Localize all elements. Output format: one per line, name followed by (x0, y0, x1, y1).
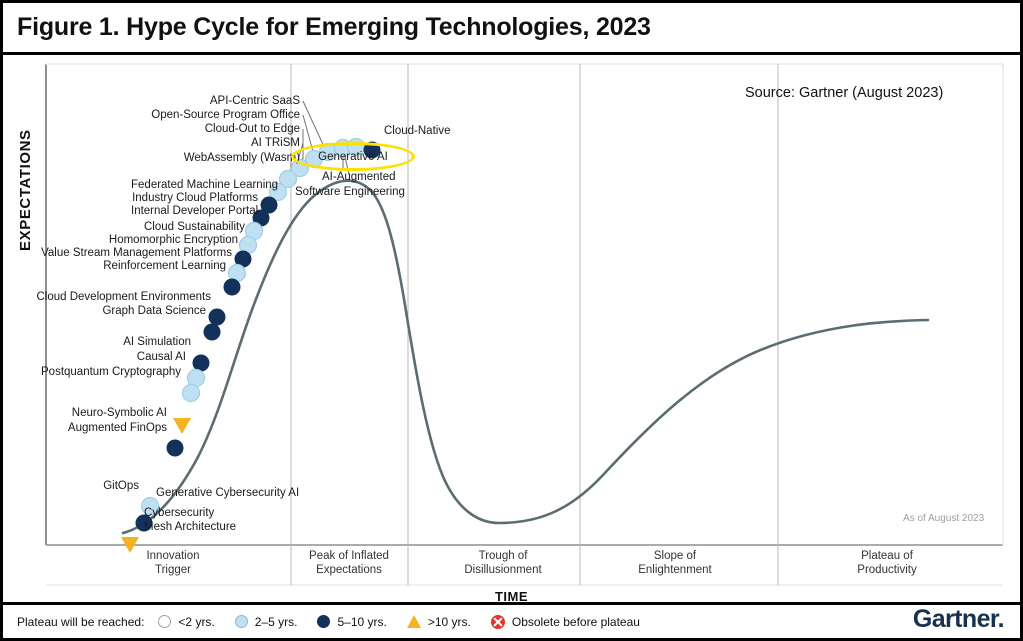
gartner-logo: Gartner. (912, 605, 1005, 634)
legend-label: 5–10 yrs. (337, 614, 387, 629)
point-gitops (140, 496, 160, 516)
stage-slope-of-enlightenment: Slope of Enlightenment (610, 549, 740, 577)
tech-label-value-stream-management-platforms: Value Stream Management Platforms (41, 247, 232, 259)
x-axis-label: TIME (494, 589, 529, 604)
circle-x-red-icon (490, 614, 505, 629)
tech-label-augmented-finops: Augmented FinOps (67, 422, 167, 434)
tech-label-industry-cloud-platforms: Industry Cloud Platforms (132, 192, 258, 204)
gartner-trademark-dot: . (997, 605, 1005, 633)
point-generative-cybersecurity-ai (135, 514, 153, 532)
stage-line-1: Trough of (478, 550, 528, 562)
circle-white-icon (158, 615, 172, 628)
tech-label-neuro-symbolic-ai: Neuro-Symbolic AI (71, 407, 167, 419)
stage-line-1: Innovation (146, 550, 200, 562)
hype-cycle-curve (121, 179, 930, 535)
tech-label-ai-augmented: AI-Augmented (322, 171, 396, 183)
stage-line-1: Slope of (653, 550, 697, 562)
tech-label-software-engineering: Software Engineering (295, 186, 405, 198)
tech-label-open-source-program-office: Open-Source Program Office (151, 109, 300, 121)
tech-label-homomorphic-encryption: Homomorphic Encryption (108, 234, 238, 246)
legend-entry-obsolete[interactable]: Obsolete before plateau (490, 614, 640, 629)
point-webassembly-wasm (268, 182, 288, 202)
legend-bar: Plateau will be reached: <2 yrs. 2–5 yrs… (3, 602, 1020, 638)
point-graph-data-science (203, 323, 221, 341)
tech-label-ai-simulation: AI Simulation (123, 336, 191, 348)
point-cybersecurity-mesh-architecture (121, 537, 139, 553)
point-neuro-symbolic-ai (173, 418, 191, 434)
point-augmented-finops (166, 439, 184, 457)
legend-entry-5-10-yrs[interactable]: 5–10 yrs. (317, 614, 387, 629)
tech-label-reinforcement-learning: Reinforcement Learning (103, 260, 226, 272)
y-axis-label: EXPECTATIONS (17, 129, 34, 251)
stage-peak-of-inflated-expectations: Peak of Inflated Expectations (284, 549, 414, 577)
stage-line-2: Disillusionment (464, 564, 542, 576)
legend-label: 2–5 yrs. (254, 614, 298, 629)
as-of-note: As of August 2023 (903, 513, 985, 524)
tech-label-cybersecurity: Cybersecurity (144, 507, 215, 519)
legend-label: <2 yrs. (178, 614, 215, 629)
tech-label-webassembly-wasm: WebAssembly (Wasm) (183, 152, 300, 164)
source-note: Source: Gartner (August 2023) (745, 85, 944, 101)
generative-ai-highlight-ellipse (291, 142, 415, 171)
legend-entry-lt-2-yrs[interactable]: <2 yrs. (158, 614, 215, 629)
tech-label-cloud-development-environments: Cloud Development Environments (36, 291, 211, 303)
point-postquantum-cryptography (181, 383, 201, 403)
tech-label-causal-ai: Causal AI (136, 351, 186, 363)
tech-label-generative-cybersecurity-ai: Generative Cybersecurity AI (156, 487, 300, 499)
point-ai-trism (278, 169, 298, 189)
legend-label: Obsolete before plateau (511, 614, 640, 629)
legend-entry-gt-10-yrs[interactable]: >10 yrs. (406, 614, 471, 629)
tech-label-cloud-out-to-edge: Cloud-Out to Edge (204, 123, 300, 135)
stage-line-2: Expectations (316, 564, 382, 576)
tech-label-cloud-native: Cloud-Native (384, 125, 451, 137)
point-homomorphic-encryption (234, 250, 252, 268)
stage-trough-of-disillusionment: Trough of Disillusionment (438, 549, 568, 577)
circle-light-blue-icon (234, 615, 248, 628)
stage-line-2: Productivity (857, 564, 917, 576)
stage-line-2: Enlightenment (638, 564, 712, 576)
legend-label: >10 yrs. (427, 614, 471, 629)
circle-dark-blue-icon (317, 615, 331, 628)
tech-label-cloud-sustainability: Cloud Sustainability (143, 221, 245, 233)
figure-title-bar: Figure 1. Hype Cycle for Emerging Techno… (3, 3, 1020, 55)
stage-plateau-of-productivity: Plateau of Productivity (822, 549, 952, 577)
stage-line-1: Peak of Inflated (309, 550, 389, 562)
gartner-wordmark: Gartner (912, 605, 998, 633)
legend-prefix: Plateau will be reached: (17, 614, 145, 629)
point-federated-machine-learning (260, 196, 278, 214)
tech-label-federated-machine-learning: Federated Machine Learning (131, 179, 279, 191)
tech-label-internal-developer-portal: Internal Developer Portal (131, 205, 259, 217)
triangle-yellow-icon (406, 615, 421, 628)
tech-label-postquantum-cryptography: Postquantum Cryptography (41, 366, 181, 378)
legend-entry-2-5-yrs[interactable]: 2–5 yrs. (234, 614, 298, 629)
stage-line-2: Trigger (155, 564, 191, 576)
stage-innovation-trigger: Innovation Trigger (113, 549, 233, 577)
point-cloud-development-environments (208, 308, 226, 326)
hype-cycle-plot: EXPECTATIONS Source: Gartner (August 202… (3, 55, 1020, 604)
tech-label-generative-ai: Generative AI (318, 150, 388, 163)
point-reinforcement-learning (223, 278, 241, 296)
tech-label-ai-trism: AI TRiSM (251, 137, 300, 149)
point-industry-cloud-platforms (252, 209, 270, 227)
point-ai-simulation (192, 354, 210, 372)
stage-line-1: Plateau of (861, 550, 913, 562)
legend-items: Plateau will be reached: <2 yrs. 2–5 yrs… (3, 614, 660, 629)
tech-label-mesh-architecture: Mesh Architecture (144, 521, 237, 533)
tech-label-api-centric-saas: API-Centric SaaS (209, 95, 300, 107)
tech-label-graph-data-science: Graph Data Science (102, 305, 206, 317)
page-title: Figure 1. Hype Cycle for Emerging Techno… (17, 13, 651, 41)
tech-label-gitops: GitOps (103, 480, 139, 492)
